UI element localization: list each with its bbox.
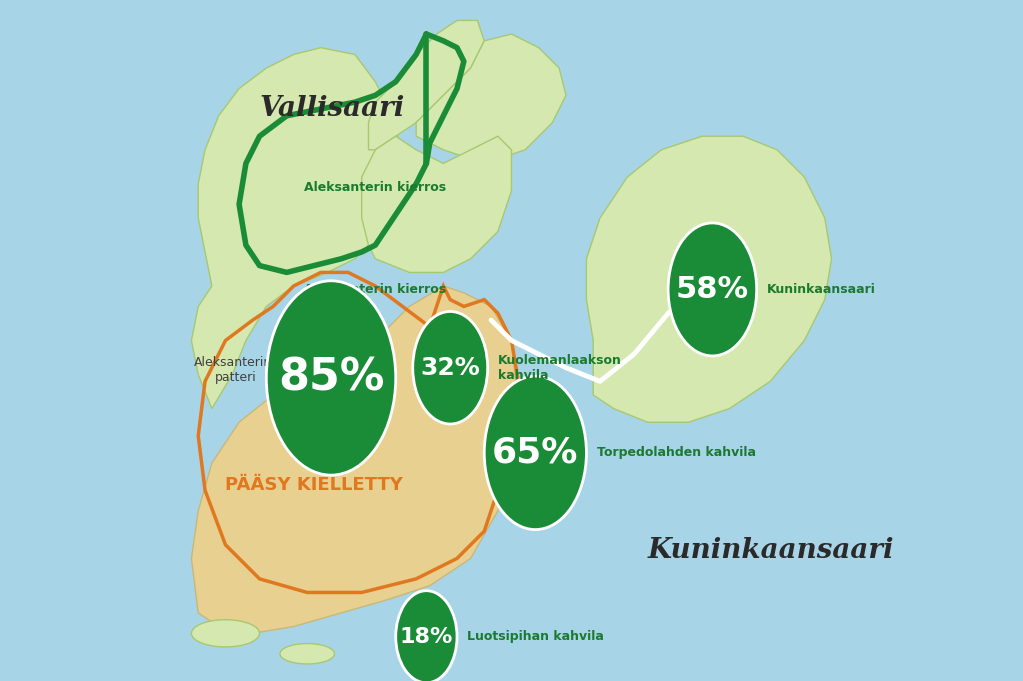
- Text: 85%: 85%: [278, 356, 385, 400]
- Polygon shape: [368, 20, 484, 150]
- Ellipse shape: [266, 281, 396, 475]
- Text: Luotsipihan kahvila: Luotsipihan kahvila: [468, 630, 605, 644]
- Text: 18%: 18%: [400, 627, 453, 647]
- Ellipse shape: [396, 590, 457, 681]
- Text: 32%: 32%: [420, 355, 480, 380]
- Polygon shape: [586, 136, 832, 422]
- Text: Aleksanterin kierros: Aleksanterin kierros: [304, 283, 446, 296]
- Ellipse shape: [191, 620, 260, 647]
- Text: 58%: 58%: [676, 275, 749, 304]
- Text: 65%: 65%: [492, 436, 579, 470]
- Ellipse shape: [484, 376, 586, 530]
- Polygon shape: [416, 34, 566, 163]
- Text: Aleksanterin-
patteri: Aleksanterin- patteri: [194, 356, 277, 384]
- Text: Kuolemanlaakson
kahvila: Kuolemanlaakson kahvila: [498, 353, 622, 382]
- Text: PÄÄSY KIELLETTY: PÄÄSY KIELLETTY: [225, 476, 403, 494]
- Text: Torpedolahden kahvila: Torpedolahden kahvila: [596, 446, 756, 460]
- Text: Aleksanterin kierros: Aleksanterin kierros: [304, 180, 446, 193]
- Text: Kuninkaansaari: Kuninkaansaari: [648, 537, 894, 565]
- Text: Kuninkaansaari: Kuninkaansaari: [767, 283, 876, 296]
- Ellipse shape: [412, 311, 488, 424]
- Polygon shape: [362, 136, 512, 272]
- Polygon shape: [191, 286, 519, 633]
- Ellipse shape: [668, 223, 757, 356]
- Ellipse shape: [280, 644, 335, 664]
- Text: Vallisaari: Vallisaari: [260, 95, 405, 122]
- Polygon shape: [191, 48, 402, 409]
